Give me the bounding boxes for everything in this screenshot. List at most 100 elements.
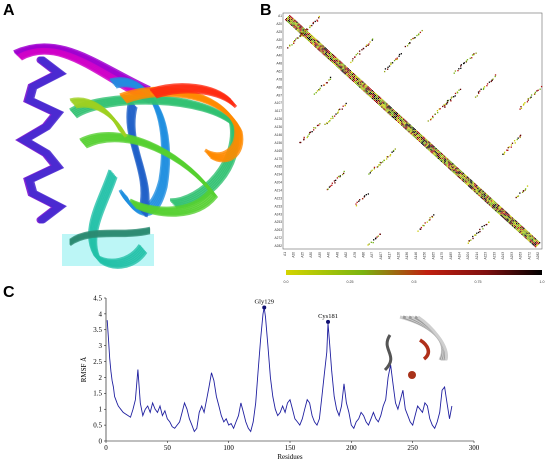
contact-dot bbox=[503, 213, 505, 215]
inset-residue bbox=[408, 371, 416, 379]
contact-dot bbox=[398, 122, 401, 124]
contact-dot bbox=[507, 147, 509, 149]
contact-map-y-label: A30 bbox=[276, 38, 282, 42]
contact-dot bbox=[475, 188, 477, 190]
contact-dot bbox=[508, 218, 511, 220]
contact-dot bbox=[469, 181, 472, 183]
contact-dot bbox=[476, 95, 478, 97]
contact-dot bbox=[473, 188, 475, 190]
contact-map-x-label: A175 bbox=[440, 252, 444, 260]
contact-dot bbox=[313, 44, 315, 46]
contact-dot bbox=[528, 236, 530, 238]
contact-dot bbox=[372, 98, 375, 101]
contact-dot bbox=[380, 105, 382, 107]
contact-dot bbox=[346, 75, 349, 77]
contact-dot bbox=[411, 130, 413, 132]
contact-dot bbox=[451, 168, 453, 170]
contact-dot bbox=[433, 148, 435, 150]
contact-dot bbox=[487, 203, 490, 205]
contact-dot bbox=[301, 28, 303, 30]
contact-dot bbox=[378, 96, 381, 98]
contact-dot bbox=[376, 96, 379, 99]
contact-dot bbox=[451, 166, 453, 168]
contact-dot bbox=[382, 105, 384, 107]
contact-map-x-label: A126 bbox=[396, 252, 400, 260]
contact-dot bbox=[408, 123, 410, 125]
contact-dot bbox=[508, 216, 510, 218]
contact-dot bbox=[470, 239, 472, 241]
contact-dot bbox=[510, 146, 512, 148]
contact-dot bbox=[519, 134, 522, 136]
contact-dot bbox=[429, 150, 431, 152]
contact-dot bbox=[403, 124, 405, 126]
contact-dot bbox=[318, 47, 320, 49]
contact-dot bbox=[466, 180, 469, 182]
contact-dot bbox=[392, 150, 395, 152]
contact-dot bbox=[443, 157, 446, 159]
contact-dot bbox=[507, 213, 509, 215]
contact-dot bbox=[538, 242, 541, 244]
contact-map-x-label: A86 bbox=[362, 252, 366, 258]
contact-dot bbox=[419, 228, 421, 230]
annotation-marker bbox=[262, 305, 267, 310]
contact-dot bbox=[500, 212, 502, 215]
contact-dot bbox=[334, 57, 336, 60]
contact-dot bbox=[348, 71, 350, 73]
contact-dot bbox=[303, 138, 305, 140]
contact-dot bbox=[405, 128, 407, 130]
contact-dot bbox=[390, 109, 392, 111]
contact-dot bbox=[306, 35, 309, 37]
contact-dot bbox=[299, 24, 301, 26]
contact-dot bbox=[483, 191, 485, 193]
contact-dot bbox=[414, 130, 416, 133]
contact-dot bbox=[457, 69, 459, 72]
y-tick-label: 3.5 bbox=[93, 326, 102, 334]
contact-dot bbox=[319, 46, 321, 48]
contact-dot bbox=[448, 165, 450, 167]
contact-dot bbox=[450, 169, 452, 171]
contact-dot bbox=[456, 174, 458, 177]
contact-dot bbox=[326, 188, 329, 191]
contact-dot bbox=[371, 90, 373, 92]
contact-dot bbox=[478, 188, 480, 191]
contact-dot bbox=[437, 111, 439, 114]
contact-dot bbox=[343, 72, 345, 74]
contact-dot bbox=[400, 123, 402, 125]
contact-dot bbox=[476, 190, 478, 193]
contact-dot bbox=[540, 85, 543, 88]
contact-dot bbox=[289, 18, 291, 21]
contact-dot bbox=[358, 81, 360, 83]
contact-dot bbox=[404, 121, 406, 123]
contact-dot bbox=[407, 130, 409, 132]
contact-dot bbox=[348, 75, 351, 77]
contact-dot bbox=[412, 134, 414, 137]
contact-dot bbox=[427, 142, 429, 144]
contact-dot bbox=[380, 101, 382, 103]
contact-dot bbox=[337, 66, 339, 68]
contact-dot bbox=[372, 91, 374, 93]
contact-dot bbox=[398, 114, 401, 117]
contact-dot bbox=[413, 133, 415, 136]
contact-dot bbox=[516, 138, 518, 141]
contact-dot bbox=[291, 24, 293, 26]
contact-dot bbox=[343, 70, 345, 72]
contact-dot bbox=[382, 103, 384, 105]
contact-dot bbox=[531, 243, 534, 245]
contact-dot bbox=[482, 198, 484, 200]
contact-dot bbox=[495, 209, 497, 212]
contact-dot bbox=[510, 222, 513, 224]
contact-dot bbox=[463, 177, 466, 179]
contact-dot bbox=[352, 58, 354, 60]
contact-dot bbox=[477, 91, 480, 93]
contact-dot bbox=[486, 194, 488, 196]
contact-dot bbox=[358, 83, 360, 85]
contact-dot bbox=[342, 105, 344, 107]
inset-highlight bbox=[419, 338, 431, 361]
contact-dot bbox=[497, 207, 499, 210]
contact-dot bbox=[362, 47, 365, 50]
contact-dot bbox=[475, 191, 477, 194]
contact-dot bbox=[355, 77, 358, 80]
contact-dot bbox=[446, 101, 449, 104]
contact-dot bbox=[386, 156, 388, 158]
contact-dot bbox=[419, 139, 422, 141]
